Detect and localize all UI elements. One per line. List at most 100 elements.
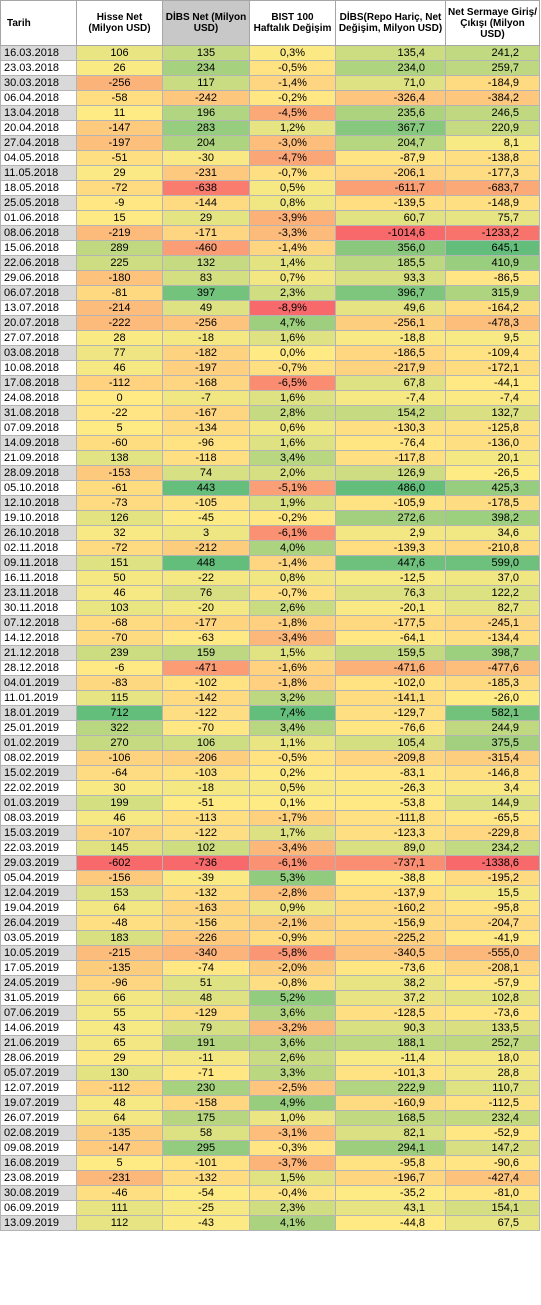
date-cell[interactable]: 28.09.2018 — [0, 465, 77, 481]
hisse-net-cell[interactable]: -197 — [76, 135, 163, 151]
dibs-repo-cell[interactable]: 43,1 — [335, 1200, 446, 1216]
bist-change-cell[interactable]: 3,4% — [249, 720, 336, 736]
dibs-repo-cell[interactable]: 90,3 — [335, 1020, 446, 1036]
bist-change-cell[interactable]: 2,3% — [249, 285, 336, 301]
hisse-net-cell[interactable]: -83 — [76, 675, 163, 691]
date-cell[interactable]: 23.03.2018 — [0, 60, 77, 76]
bist-change-cell[interactable]: -5,8% — [249, 945, 336, 961]
dibs-repo-cell[interactable]: 60,7 — [335, 210, 446, 226]
dibs-repo-cell[interactable]: -76,6 — [335, 720, 446, 736]
bist-change-cell[interactable]: 2,8% — [249, 405, 336, 421]
net-capital-cell[interactable]: 110,7 — [445, 1080, 540, 1096]
dibs-net-cell[interactable]: 159 — [162, 645, 250, 661]
hisse-net-cell[interactable]: -72 — [76, 180, 163, 196]
dibs-repo-cell[interactable]: -737,1 — [335, 855, 446, 871]
hisse-net-cell[interactable]: 239 — [76, 645, 163, 661]
bist-change-cell[interactable]: -8,9% — [249, 300, 336, 316]
hisse-net-cell[interactable]: 5 — [76, 1155, 163, 1171]
dibs-net-cell[interactable]: -197 — [162, 360, 250, 376]
net-capital-cell[interactable]: -478,3 — [445, 315, 540, 331]
net-capital-cell[interactable]: -95,8 — [445, 900, 540, 916]
dibs-net-cell[interactable]: 204 — [162, 135, 250, 151]
hisse-net-cell[interactable]: -231 — [76, 1170, 163, 1186]
date-cell[interactable]: 08.02.2019 — [0, 750, 77, 766]
hisse-net-cell[interactable]: 112 — [76, 1215, 163, 1231]
dibs-net-cell[interactable]: -74 — [162, 960, 250, 976]
dibs-repo-cell[interactable]: 272,6 — [335, 510, 446, 526]
net-capital-cell[interactable]: -177,3 — [445, 165, 540, 181]
net-capital-cell[interactable]: 246,5 — [445, 105, 540, 121]
bist-change-cell[interactable]: -0,7% — [249, 165, 336, 181]
net-capital-cell[interactable]: -148,9 — [445, 195, 540, 211]
bist-change-cell[interactable]: 3,2% — [249, 690, 336, 706]
dibs-net-cell[interactable]: -167 — [162, 405, 250, 421]
dibs-repo-cell[interactable]: -217,9 — [335, 360, 446, 376]
dibs-net-cell[interactable]: -71 — [162, 1065, 250, 1081]
dibs-net-cell[interactable]: -206 — [162, 750, 250, 766]
dibs-net-cell[interactable]: 132 — [162, 255, 250, 271]
bist-change-cell[interactable]: -0,3% — [249, 1140, 336, 1156]
dibs-net-cell[interactable]: -96 — [162, 435, 250, 451]
net-capital-cell[interactable]: -204,7 — [445, 915, 540, 931]
net-capital-cell[interactable]: 132,7 — [445, 405, 540, 421]
dibs-repo-cell[interactable]: -12,5 — [335, 570, 446, 586]
net-capital-cell[interactable]: -178,5 — [445, 495, 540, 511]
bist-change-cell[interactable]: 0,7% — [249, 270, 336, 286]
date-cell[interactable]: 12.07.2019 — [0, 1080, 77, 1096]
dibs-repo-cell[interactable]: -20,1 — [335, 600, 446, 616]
net-capital-cell[interactable]: -146,8 — [445, 765, 540, 781]
dibs-net-cell[interactable]: -171 — [162, 225, 250, 241]
dibs-net-cell[interactable]: -158 — [162, 1095, 250, 1111]
hisse-net-cell[interactable]: -112 — [76, 375, 163, 391]
date-cell[interactable]: 21.06.2019 — [0, 1035, 77, 1051]
dibs-net-cell[interactable]: -142 — [162, 690, 250, 706]
hisse-net-cell[interactable]: 126 — [76, 510, 163, 526]
dibs-net-cell[interactable]: 48 — [162, 990, 250, 1006]
dibs-net-cell[interactable]: 79 — [162, 1020, 250, 1036]
net-capital-cell[interactable]: -7,4 — [445, 390, 540, 406]
hisse-net-cell[interactable]: -147 — [76, 120, 163, 136]
date-cell[interactable]: 13.09.2019 — [0, 1215, 77, 1231]
date-cell[interactable]: 12.04.2019 — [0, 885, 77, 901]
dibs-repo-cell[interactable]: 367,7 — [335, 120, 446, 136]
net-capital-cell[interactable]: -229,8 — [445, 825, 540, 841]
column-header-dibs-net[interactable]: DİBS Net (Milyon USD) — [162, 0, 250, 46]
hisse-net-cell[interactable]: -156 — [76, 870, 163, 886]
hisse-net-cell[interactable]: -153 — [76, 465, 163, 481]
dibs-repo-cell[interactable]: -101,3 — [335, 1065, 446, 1081]
bist-change-cell[interactable]: -6,5% — [249, 375, 336, 391]
dibs-repo-cell[interactable]: -38,8 — [335, 870, 446, 886]
bist-change-cell[interactable]: 5,3% — [249, 870, 336, 886]
net-capital-cell[interactable]: 375,5 — [445, 735, 540, 751]
net-capital-cell[interactable]: -208,1 — [445, 960, 540, 976]
bist-change-cell[interactable]: -0,5% — [249, 60, 336, 76]
date-cell[interactable]: 26.04.2019 — [0, 915, 77, 931]
net-capital-cell[interactable]: 122,2 — [445, 585, 540, 601]
hisse-net-cell[interactable]: 153 — [76, 885, 163, 901]
dibs-net-cell[interactable]: -256 — [162, 315, 250, 331]
date-cell[interactable]: 23.08.2019 — [0, 1170, 77, 1186]
dibs-net-cell[interactable]: -102 — [162, 675, 250, 691]
dibs-repo-cell[interactable]: -129,7 — [335, 705, 446, 721]
date-cell[interactable]: 26.10.2018 — [0, 525, 77, 541]
dibs-repo-cell[interactable]: 82,1 — [335, 1125, 446, 1141]
dibs-net-cell[interactable]: 49 — [162, 300, 250, 316]
bist-change-cell[interactable]: 0,5% — [249, 780, 336, 796]
dibs-net-cell[interactable]: -54 — [162, 1185, 250, 1201]
dibs-repo-cell[interactable]: -123,3 — [335, 825, 446, 841]
net-capital-cell[interactable]: 3,4 — [445, 780, 540, 796]
date-cell[interactable]: 15.06.2018 — [0, 240, 77, 256]
bist-change-cell[interactable]: -5,1% — [249, 480, 336, 496]
date-cell[interactable]: 05.07.2019 — [0, 1065, 77, 1081]
bist-change-cell[interactable]: 2,0% — [249, 465, 336, 481]
date-cell[interactable]: 29.03.2019 — [0, 855, 77, 871]
date-cell[interactable]: 09.08.2019 — [0, 1140, 77, 1156]
bist-change-cell[interactable]: -1,4% — [249, 555, 336, 571]
date-cell[interactable]: 01.06.2018 — [0, 210, 77, 226]
dibs-repo-cell[interactable]: -196,7 — [335, 1170, 446, 1186]
date-cell[interactable]: 11.05.2018 — [0, 165, 77, 181]
hisse-net-cell[interactable]: 111 — [76, 1200, 163, 1216]
bist-change-cell[interactable]: 0,8% — [249, 570, 336, 586]
dibs-net-cell[interactable]: -18 — [162, 780, 250, 796]
dibs-net-cell[interactable]: -231 — [162, 165, 250, 181]
